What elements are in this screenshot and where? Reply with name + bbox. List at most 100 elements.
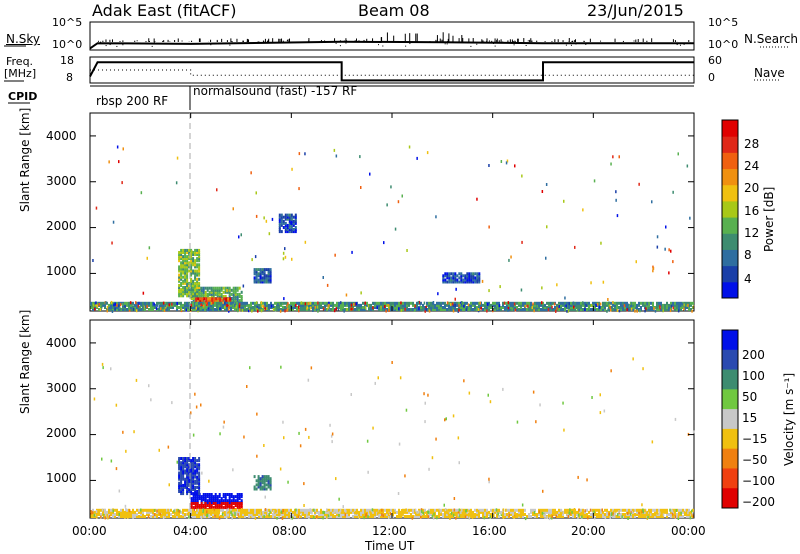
velocity-cell [634,508,636,512]
power-cell [244,306,246,309]
power-cell [234,297,237,300]
velocity-scatter [214,514,216,518]
velocity-cell [232,497,235,501]
velocity-cell [196,506,199,510]
power-colorbar-swatch [722,168,738,186]
power-cell [510,303,512,307]
power-scatter [194,302,197,306]
power-cell [452,272,455,276]
velocity-cell [670,515,672,518]
power-scatter [106,309,108,313]
power-cell [170,301,172,305]
velocity-cell [126,513,128,516]
xtick-4: 16:00 [472,524,507,538]
power-cell [186,290,189,294]
power-cell [192,284,195,287]
power-scatter [488,289,490,293]
power-scatter [463,304,465,308]
velocity-cell [190,504,193,507]
power-cell [112,306,114,309]
velocity-cell [258,510,260,514]
velocity-cell [188,457,191,460]
velocity-cell [158,510,160,514]
power-cell [228,292,231,296]
power-scatter [599,305,601,309]
power-scatter [386,203,388,207]
velocity-cell [294,513,296,516]
velocity-cell [404,508,406,512]
power-scatter [388,309,390,312]
velocity-scatter [299,444,302,448]
power-cell [444,272,447,276]
power-cell [232,290,235,294]
power-ytick-2000: 2000 [46,219,77,233]
velocity-scatter [104,509,106,513]
velocity-cell [168,508,170,512]
power-cell [524,308,526,311]
velocity-cell [186,485,189,489]
power-cell [198,267,201,271]
power-cell [374,306,376,309]
velocity-cell [362,515,364,518]
velocity-cell [380,515,382,518]
power-scatter [477,308,480,311]
power-cell [360,308,362,311]
velocity-cell [278,510,280,514]
power-cell [184,261,187,265]
velocity-cell [454,513,456,516]
power-cell [206,292,209,296]
power-cell [196,269,199,273]
velocity-cell [284,513,286,516]
power-cell [446,274,449,278]
power-cell [464,278,467,282]
power-cell [206,286,209,290]
velocity-cell [654,515,656,518]
power-cell [178,279,181,283]
velocity-cell [622,508,624,512]
velocity-cell [210,504,213,507]
power-cell [216,292,219,296]
power-scatter [256,301,258,305]
velocity-cell [222,508,224,512]
velocity-cell [226,499,229,503]
velocity-cell [182,510,184,514]
power-cell [464,280,467,284]
power-cell [228,286,231,290]
velocity-cell [230,508,232,512]
power-cell [564,301,566,305]
velocity-scatter [323,511,325,515]
power-cell [198,253,201,256]
velocity-cell [196,467,199,471]
velocity-scatter [331,432,334,436]
velocity-cell [470,510,472,514]
velocity-scatter [186,512,189,516]
velocity-cell [255,487,258,491]
power-cell [286,301,288,305]
velocity-cell [236,504,239,507]
power-scatter [465,308,467,312]
velocity-cell [530,508,532,512]
velocity-colorbar-swatch [722,409,738,430]
velocity-scatter [218,516,221,520]
velocity-scatter [603,409,606,413]
velocity-cell [576,513,578,516]
velocity-cell [372,513,374,516]
power-cell [674,306,676,309]
power-scatter [333,148,336,152]
velocity-cell [228,495,231,499]
velocity-cell [100,508,102,512]
power-cell [104,306,106,309]
power-scatter [152,303,154,307]
velocity-scatter [648,510,651,514]
power-scatter [372,302,375,306]
power-cell [142,301,144,305]
beam-title: Beam 08 [358,1,430,20]
power-cell [182,265,185,269]
velocity-cell [170,513,172,516]
power-cell [182,279,185,283]
power-cell [432,308,434,311]
velocity-colorbar-swatch [722,389,738,410]
velocity-scatter [110,367,112,371]
power-scatter [92,259,94,262]
power-scatter [668,271,670,275]
